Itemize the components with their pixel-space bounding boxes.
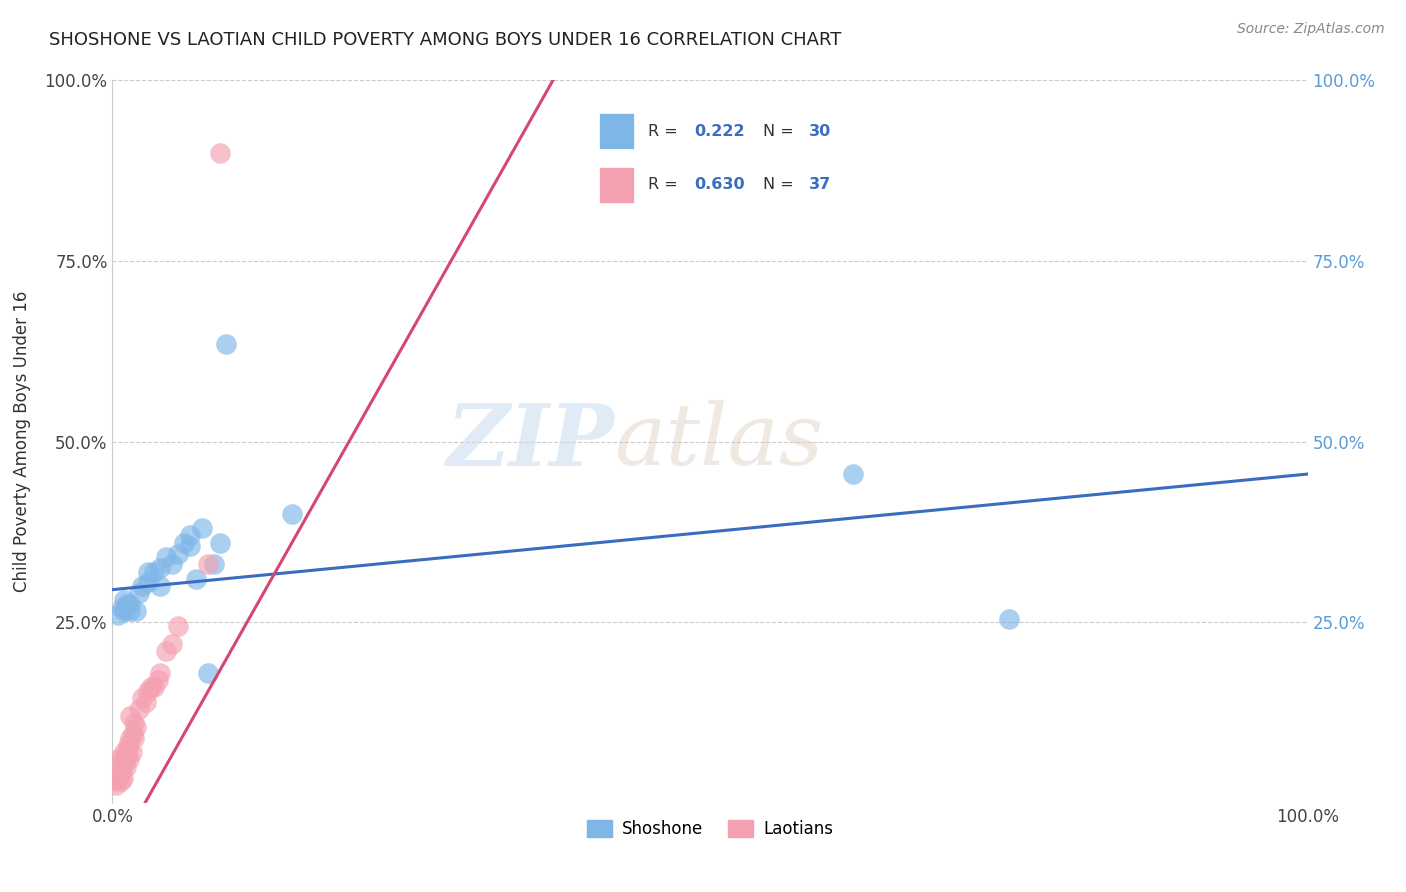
Point bbox=[107, 752, 129, 766]
Point bbox=[197, 665, 219, 680]
Point bbox=[107, 767, 129, 781]
Point bbox=[114, 604, 135, 618]
Point bbox=[179, 539, 201, 553]
Point bbox=[162, 558, 183, 572]
Point bbox=[131, 579, 153, 593]
Point bbox=[114, 745, 135, 759]
Point bbox=[281, 507, 304, 521]
Point bbox=[121, 745, 143, 759]
Point bbox=[167, 547, 190, 561]
Point bbox=[114, 756, 135, 770]
Point bbox=[128, 702, 150, 716]
Point bbox=[125, 720, 148, 734]
Point bbox=[143, 680, 166, 694]
Y-axis label: Child Poverty Among Boys Under 16: Child Poverty Among Boys Under 16 bbox=[13, 291, 31, 592]
Point bbox=[139, 680, 162, 694]
Point bbox=[146, 673, 169, 687]
Point bbox=[138, 683, 160, 698]
Point bbox=[186, 572, 208, 586]
Point bbox=[998, 611, 1021, 625]
Point bbox=[155, 550, 177, 565]
Point bbox=[155, 644, 177, 658]
Point bbox=[117, 738, 139, 752]
Point bbox=[135, 695, 157, 709]
Point bbox=[197, 558, 219, 572]
Point bbox=[120, 597, 142, 611]
Point bbox=[122, 716, 145, 731]
Text: atlas: atlas bbox=[614, 401, 824, 483]
Point bbox=[125, 604, 148, 618]
Point bbox=[138, 575, 160, 590]
Point bbox=[167, 619, 190, 633]
Point bbox=[120, 604, 142, 618]
Point bbox=[115, 748, 138, 763]
Point bbox=[202, 558, 225, 572]
Text: Source: ZipAtlas.com: Source: ZipAtlas.com bbox=[1237, 22, 1385, 37]
Point bbox=[162, 637, 183, 651]
Point bbox=[111, 752, 134, 766]
Point bbox=[111, 764, 134, 778]
Point bbox=[143, 565, 166, 579]
Point bbox=[107, 607, 129, 622]
Point bbox=[209, 535, 232, 549]
Point bbox=[112, 771, 135, 785]
Point bbox=[128, 586, 150, 600]
Point bbox=[149, 561, 172, 575]
Point bbox=[209, 145, 232, 160]
Point bbox=[173, 535, 195, 549]
Point bbox=[117, 741, 139, 756]
Point bbox=[108, 767, 131, 781]
Point bbox=[122, 731, 145, 745]
Point bbox=[110, 774, 132, 789]
Point bbox=[118, 752, 141, 766]
Legend: Shoshone, Laotians: Shoshone, Laotians bbox=[581, 814, 839, 845]
Point bbox=[114, 593, 135, 607]
Point bbox=[149, 665, 172, 680]
Point bbox=[115, 597, 138, 611]
Point bbox=[179, 528, 201, 542]
Point bbox=[104, 774, 127, 789]
Point bbox=[149, 579, 172, 593]
Point bbox=[215, 337, 238, 351]
Point bbox=[131, 691, 153, 706]
Text: SHOSHONE VS LAOTIAN CHILD POVERTY AMONG BOYS UNDER 16 CORRELATION CHART: SHOSHONE VS LAOTIAN CHILD POVERTY AMONG … bbox=[49, 31, 842, 49]
Point bbox=[105, 778, 128, 792]
Point bbox=[114, 760, 136, 774]
Point bbox=[191, 521, 214, 535]
Point bbox=[105, 771, 128, 785]
Text: ZIP: ZIP bbox=[447, 400, 614, 483]
Point bbox=[120, 731, 142, 745]
Point bbox=[121, 727, 143, 741]
Point bbox=[120, 709, 142, 723]
Point bbox=[111, 600, 134, 615]
Point bbox=[138, 565, 160, 579]
Point bbox=[842, 467, 865, 481]
